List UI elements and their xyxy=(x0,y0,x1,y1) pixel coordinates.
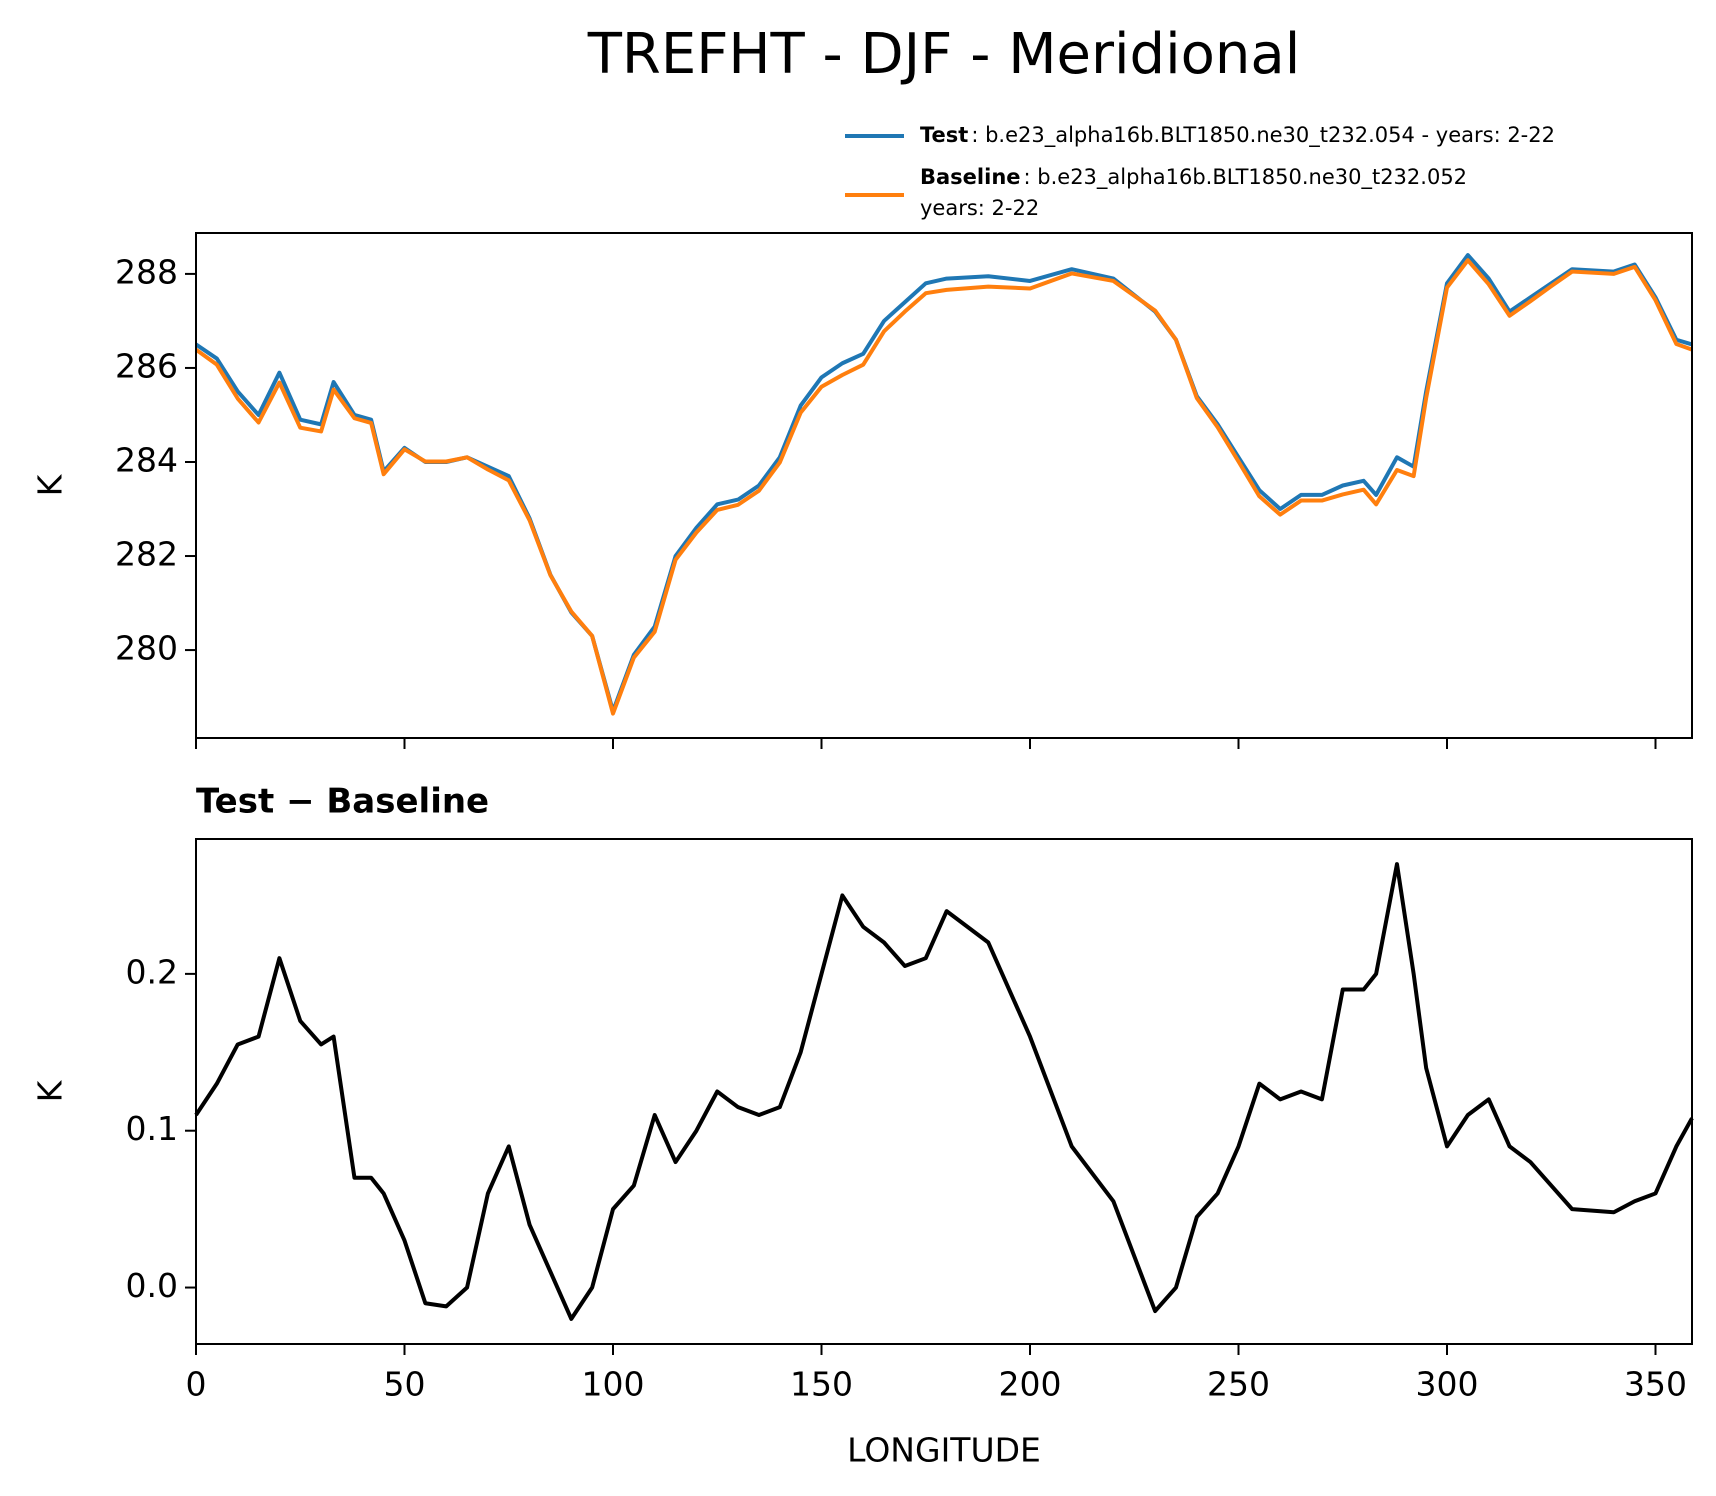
axes-frame xyxy=(195,838,1693,1345)
x-tick-label: 50 xyxy=(384,1365,426,1404)
legend-label: : b.e23_alpha16b.BLT1850.ne30_t232.054 -… xyxy=(971,123,1555,148)
x-tick-label: 0 xyxy=(186,1365,207,1404)
x-tick-label: 350 xyxy=(1624,1365,1687,1404)
legend-label: : b.e23_alpha16b.BLT1850.ne30_t232.052 xyxy=(1024,165,1468,190)
x-tick-label: 100 xyxy=(582,1365,645,1404)
x-axis-label: LONGITUDE xyxy=(847,1431,1041,1470)
axes-frame xyxy=(195,232,1693,739)
figure-title: TREFHT - DJF - Meridional xyxy=(587,22,1301,87)
y-tick-label: 288 xyxy=(115,252,178,291)
x-tick-label: 150 xyxy=(790,1365,853,1404)
y-tick-label: 0.0 xyxy=(126,1266,178,1305)
legend-name: Baseline xyxy=(920,165,1021,189)
y-tick-label: 280 xyxy=(115,629,178,668)
x-tick-label: 250 xyxy=(1207,1365,1270,1404)
x-tick-label: 300 xyxy=(1416,1365,1479,1404)
legend-name: Test xyxy=(920,123,968,147)
data-line xyxy=(194,258,1693,716)
axes-title: Test − Baseline xyxy=(196,782,489,822)
y-axis-label: K xyxy=(31,1079,70,1102)
legend-label: years: 2-22 xyxy=(920,196,1039,220)
y-tick-label: 286 xyxy=(115,346,178,385)
y-tick-label: 0.2 xyxy=(126,952,178,991)
y-tick-label: 284 xyxy=(115,440,178,479)
data-line xyxy=(194,862,1694,1321)
x-tick-label: 200 xyxy=(999,1365,1062,1404)
y-axis-label: K xyxy=(31,473,70,496)
y-tick-label: 282 xyxy=(115,535,178,574)
y-tick-label: 0.1 xyxy=(126,1109,178,1148)
